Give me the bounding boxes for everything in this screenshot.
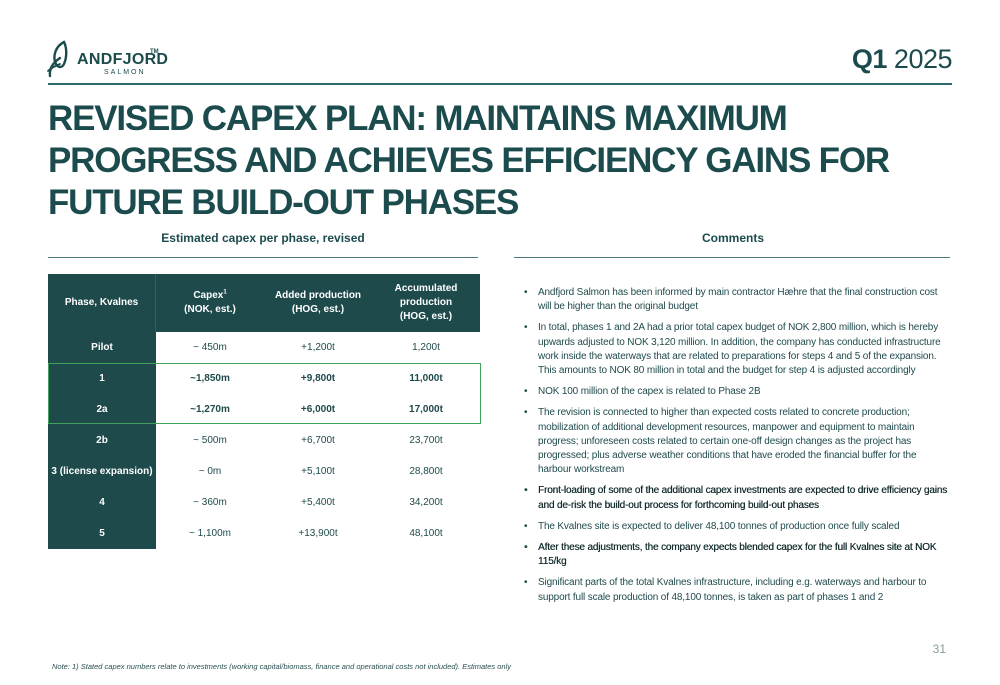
table-row: Pilot ~ 450m +1,200t 1,200t: [48, 332, 480, 363]
phase-cell: 2b: [48, 425, 156, 456]
table-row-highlighted: 1 ~1,850m +9,800t 11,000t: [48, 363, 480, 394]
accum-cell: 28,800t: [409, 465, 443, 477]
salmon-logo-icon: [47, 40, 68, 78]
table-row: 4 ~ 360m +5,400t 34,200t: [48, 487, 480, 518]
phase-cell: 5: [48, 518, 156, 549]
quarter-year: 2025: [893, 44, 953, 74]
phase-cell: Pilot: [48, 332, 156, 363]
comment-item-emphasis: Front-loading of some of the additional …: [524, 484, 948, 512]
comments-section-divider: [514, 257, 950, 258]
logo-subtitle: SALMON: [104, 69, 146, 76]
comment-item: NOK 100 million of the capex is related …: [524, 385, 948, 399]
comment-item: Andfjord Salmon has been informed by mai…: [524, 286, 948, 314]
added-cell: +1,200t: [301, 341, 335, 353]
comments-section-heading: Comments: [701, 231, 764, 245]
table-row-highlighted: 2a ~1,270m +6,000t 17,000t: [48, 394, 480, 425]
title-bold-5: EFFICIENCY GAINS: [501, 141, 811, 180]
comments-list: Andfjord Salmon has been informed by mai…: [524, 286, 948, 612]
added-cell: +9,800t: [300, 372, 336, 384]
accum-cell: 1,200t: [412, 341, 440, 353]
added-cell: +5,400t: [301, 496, 335, 508]
quarter-bold: Q1: [851, 44, 888, 74]
logo-trademark: TM: [150, 49, 159, 55]
table-row: 2b ~ 500m +6,700t 23,700t: [48, 425, 480, 456]
logo-name: ANDFJORD: [77, 51, 169, 68]
accum-cell: 48,100t: [409, 527, 443, 539]
added-cell: +13,900t: [298, 527, 338, 539]
capex-cell: ~ 500m: [193, 434, 227, 446]
comment-item: Significant parts of the total Kvalnes i…: [524, 576, 948, 604]
phase-cell: 2a: [48, 394, 156, 425]
title-text-4: AND ACHIEVES: [236, 141, 502, 180]
accum-cell: 34,200t: [409, 496, 443, 508]
table-row: 5 ~ 1,100m +13,900t 48,100t: [48, 518, 480, 549]
title-text-2: CAPEX PLAN: MAINTAINS: [193, 99, 624, 138]
table-section-divider: [48, 257, 478, 258]
phase-cell: 3 (license expansion): [48, 456, 156, 487]
header-capex: Capex1 (NOK, est.): [184, 289, 236, 315]
accum-cell: 17,000t: [409, 403, 443, 415]
added-cell: +5,100t: [301, 465, 335, 477]
table-header-row: Phase, Kvalnes Capex1 (NOK, est.) Added p…: [48, 274, 480, 332]
phase-cell: 1: [48, 363, 156, 394]
capex-cell: ~ 450m: [193, 341, 227, 353]
header-added-production: Added production (HOG, est.): [274, 290, 362, 315]
page-title: REVISED CAPEX PLAN: MAINTAINS MAXIMUM PR…: [48, 98, 958, 224]
header-phase: Phase, Kvalnes: [48, 274, 156, 332]
capex-cell: ~1,850m: [190, 372, 230, 384]
footnote-marker: 1: [223, 289, 227, 296]
phase-cell: 4: [48, 487, 156, 518]
page-number: 31: [932, 642, 946, 656]
table-section-heading: Estimated capex per phase, revised: [161, 231, 365, 245]
accum-cell: 23,700t: [409, 434, 443, 446]
comment-item: In total, phases 1 and 2A had a prior to…: [524, 321, 948, 378]
comment-item: The Kvalnes site is expected to deliver …: [524, 520, 948, 534]
comment-item-emphasis: After these adjustments, the company exp…: [524, 541, 948, 569]
capex-table: Phase, Kvalnes Capex1 (NOK, est.) Added p…: [48, 274, 481, 549]
added-cell: +6,700t: [301, 434, 335, 446]
header-divider: [48, 83, 952, 85]
capex-cell: ~ 0m: [198, 465, 222, 477]
capex-cell: ~ 1,100m: [189, 527, 231, 539]
capex-cell: ~1,270m: [190, 403, 230, 415]
quarter-label: Q1 2025: [851, 44, 953, 75]
added-cell: +6,000t: [300, 403, 336, 415]
title-bold-1: REVISED: [48, 99, 194, 138]
comment-item: The revision is connected to higher than…: [524, 406, 948, 477]
title-bold-3: MAXIMUM PROGRESS: [48, 99, 788, 180]
company-logo: ANDFJORD TM SALMON: [46, 38, 176, 82]
accum-cell: 11,000t: [409, 372, 443, 384]
capex-cell: ~ 360m: [193, 496, 227, 508]
header-accumulated-production: Accumulated production (HOG, est.): [394, 283, 458, 322]
table-row: 3 (license expansion) ~ 0m +5,100t 28,80…: [48, 456, 480, 487]
title-text-6: FOR FUTURE BUILD-OUT PHASES: [48, 141, 890, 222]
footnote: Note: 1) Stated capex numbers relate to …: [52, 662, 511, 671]
